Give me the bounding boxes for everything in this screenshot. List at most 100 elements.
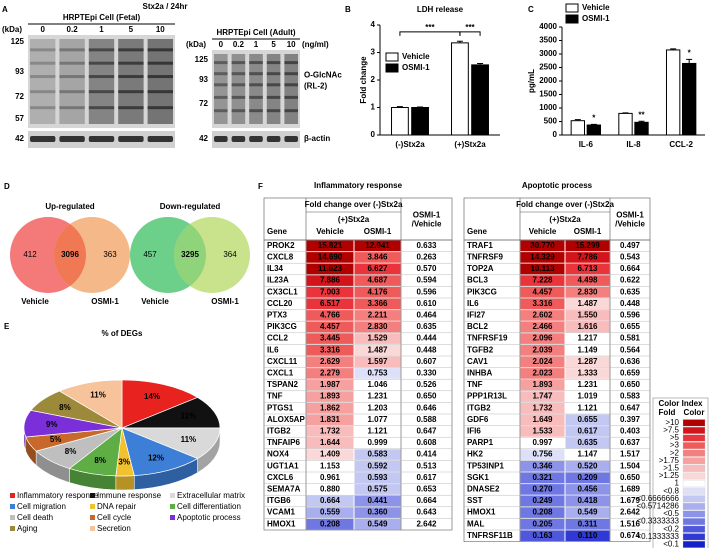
- heat-cell: [565, 333, 610, 344]
- heat-cell: [306, 507, 354, 518]
- header-cell: Fold change over (-)Stx2a: [305, 200, 403, 209]
- kda-marker: 125: [195, 55, 209, 64]
- blot-band: [59, 61, 85, 65]
- blot-band: [118, 106, 144, 110]
- value-cell: 2.096: [532, 334, 553, 343]
- value-cell: 1.533: [532, 427, 553, 436]
- heat-cell: [520, 252, 565, 263]
- actin-band: [59, 136, 85, 142]
- ratio-cell: 0.637: [620, 438, 641, 447]
- panel-label: E: [4, 322, 10, 331]
- value-cell: 0.321: [532, 473, 553, 482]
- ratio-cell: 0.464: [416, 311, 437, 320]
- legend-fold: <0.5714286: [637, 502, 680, 511]
- ratio-cell: 0.607: [416, 357, 437, 366]
- gene-cell: DNASE2: [467, 485, 500, 494]
- value-cell: 2.629: [320, 357, 341, 366]
- gene-cell: CXCL6: [267, 473, 294, 482]
- pie-slice: [121, 427, 221, 459]
- venn-count: 3096: [61, 250, 79, 259]
- error-bar: [622, 112, 629, 114]
- control-label: β-actin: [304, 134, 330, 143]
- blot-band: [147, 90, 173, 94]
- venn-overlap: [174, 217, 206, 293]
- heat-cell: [354, 240, 401, 252]
- heat-cell: [520, 310, 565, 321]
- value-cell: 0.249: [532, 496, 553, 505]
- slice-label: 11%: [181, 435, 197, 444]
- ratio-cell: 1.504: [620, 461, 641, 470]
- value-cell: 1.203: [367, 403, 388, 412]
- value-cell: 0.549: [577, 508, 598, 517]
- venn-count: 412: [23, 250, 37, 259]
- ratio-cell: 0.647: [620, 403, 641, 412]
- slice-label: 8%: [94, 456, 106, 465]
- kda-marker: 42: [15, 134, 24, 143]
- heat-cell: [565, 414, 610, 426]
- heat-cell: [520, 298, 565, 310]
- legend-label: Extracellular matrix: [177, 491, 245, 500]
- header-cell: OSMI-1: [574, 227, 602, 236]
- value-cell: 0.880: [320, 485, 341, 494]
- ratio-cell: 0.653: [416, 485, 437, 494]
- blot-band: [88, 75, 115, 79]
- slice-label: 14%: [144, 392, 160, 401]
- heat-cell: [306, 286, 354, 298]
- ratio-cell: 0.646: [416, 403, 437, 412]
- legend-swatch: [170, 515, 175, 520]
- gene-cell: SGK1: [467, 473, 489, 482]
- heat-cell: [306, 368, 354, 379]
- blot-band: [266, 72, 281, 76]
- value-cell: 1.409: [320, 450, 341, 459]
- ratio-cell: 0.448: [620, 299, 641, 308]
- heat-cell: [306, 240, 354, 252]
- legend-color: [682, 442, 706, 450]
- blot-band: [231, 109, 246, 113]
- legend-fold: >2: [670, 448, 680, 457]
- heat-cell: [520, 426, 565, 437]
- legend-swatch: [170, 504, 175, 509]
- value-cell: 1.149: [577, 345, 598, 354]
- ratio-cell: 0.596: [620, 311, 641, 320]
- heat-cell: [306, 414, 354, 426]
- blot-band: [214, 109, 228, 113]
- slice-label: 8%: [59, 403, 71, 412]
- ratio-cell: 0.588: [416, 415, 437, 424]
- value-cell: 2.024: [532, 357, 553, 366]
- heat-cell: [354, 263, 401, 275]
- value-cell: 4.457: [532, 287, 553, 296]
- blot-band: [30, 48, 56, 52]
- heat-cell: [354, 449, 401, 460]
- actin-band: [249, 136, 263, 142]
- value-cell: 0.575: [367, 485, 388, 494]
- value-cell: 1.550: [577, 311, 598, 320]
- ratio-cell: 1.517: [620, 450, 641, 459]
- gene-cell: TGFB2: [467, 345, 494, 354]
- sig-label: **: [638, 110, 645, 119]
- heat-cell: [520, 518, 565, 530]
- blot-band: [231, 95, 246, 99]
- legend-color: [682, 518, 706, 526]
- value-cell: 1.732: [320, 427, 341, 436]
- legend-swatch: [90, 515, 95, 520]
- ratio-cell: 0.650: [620, 380, 641, 389]
- error-bar: [686, 58, 693, 64]
- value-cell: 0.559: [320, 508, 341, 517]
- heat-cell: [520, 530, 565, 542]
- value-cell: 2.602: [532, 311, 553, 320]
- legend-color: [682, 457, 706, 465]
- value-cell: 0.635: [577, 438, 598, 447]
- legend-swatch: [565, 3, 579, 13]
- heat-cell: [520, 472, 565, 484]
- heat-cell: [354, 472, 401, 484]
- heat-cell: [306, 518, 354, 530]
- heat-cell: [520, 449, 565, 460]
- bar: [682, 62, 697, 136]
- legend-label: OSMI-1: [582, 14, 610, 23]
- blot-band: [214, 61, 228, 65]
- heat-cell: [565, 263, 610, 275]
- ratio-cell: 1.516: [620, 519, 641, 528]
- ratio-cell: 0.513: [416, 461, 437, 470]
- error-bar: [574, 119, 581, 121]
- value-cell: 1.597: [367, 357, 388, 366]
